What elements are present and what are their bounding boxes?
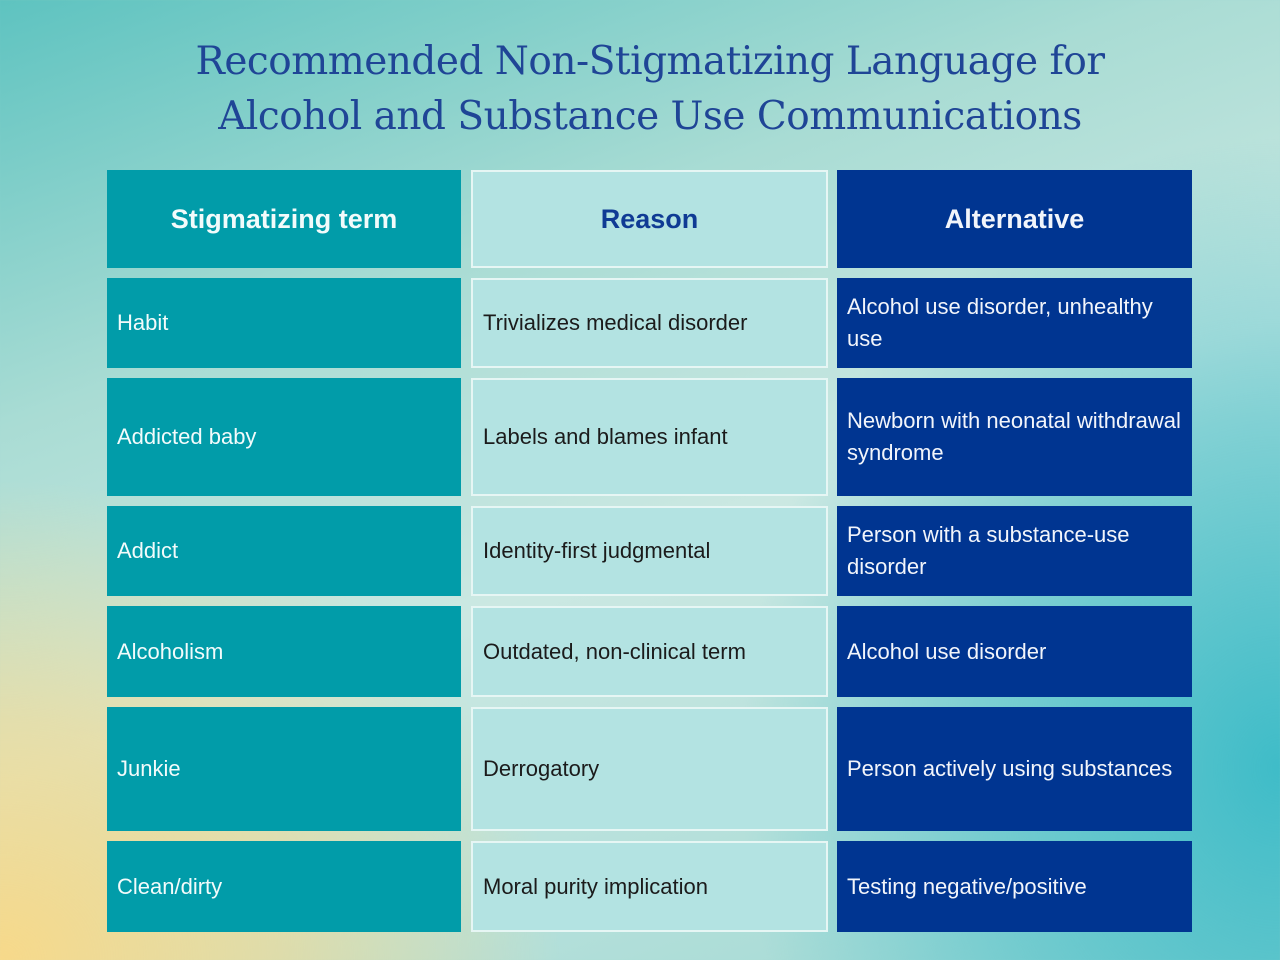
header-alternative: Alternative	[837, 170, 1192, 268]
alternative-cell: Testing negative/positive	[837, 841, 1192, 932]
stigmatizing-term-cell: Clean/dirty	[107, 841, 461, 932]
reason-cell: Trivializes medical disorder	[471, 278, 828, 368]
alternative-cell: Person actively using substances	[837, 707, 1192, 831]
title-line-1: Recommended Non-Stigmatizing Language fo…	[195, 39, 1105, 84]
stigmatizing-term-cell: Habit	[107, 278, 461, 368]
alternative-cell: Alcohol use disorder	[837, 606, 1192, 697]
title-line-2: Alcohol and Substance Use Communications	[218, 94, 1082, 139]
reason-cell: Derrogatory	[471, 707, 828, 831]
reason-cell: Labels and blames infant	[471, 378, 828, 496]
header-stigmatizing-term: Stigmatizing term	[107, 170, 461, 268]
alternative-cell: Person with a substance-use disorder	[837, 506, 1192, 596]
stigmatizing-term-cell: Junkie	[107, 707, 461, 831]
stigmatizing-term-cell: Addicted baby	[107, 378, 461, 496]
header-reason: Reason	[471, 170, 828, 268]
reason-cell: Moral purity implication	[471, 841, 828, 932]
stigmatizing-term-cell: Addict	[107, 506, 461, 596]
alternative-cell: Alcohol use disorder, unhealthy use	[837, 278, 1192, 368]
alternative-cell: Newborn with neonatal withdrawal syndrom…	[837, 378, 1192, 496]
reason-cell: Outdated, non-clinical term	[471, 606, 828, 697]
reason-cell: Identity-first judgmental	[471, 506, 828, 596]
page-title: Recommended Non-Stigmatizing Language fo…	[0, 34, 1280, 144]
stigmatizing-term-cell: Alcoholism	[107, 606, 461, 697]
